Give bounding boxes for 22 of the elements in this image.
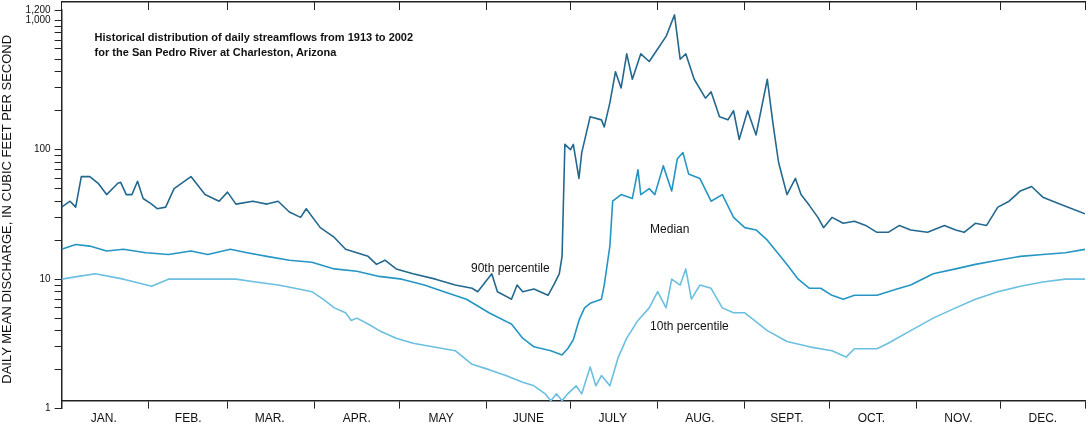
x-tick-label: FEB.	[174, 411, 202, 426]
x-tick-label: DEC.	[1028, 411, 1058, 426]
x-tick-label: JUNE	[512, 411, 544, 426]
x-tick-label: MAY	[428, 411, 454, 426]
x-tick-label: OCT.	[857, 411, 885, 426]
y-axis-title: DAILY MEAN DISCHARGE, IN CUBIC FEET PER SECOND	[0, 34, 15, 384]
text: Historical distribution of daily streamflows from 1913 to 2002 for the San Pedro River at Charleston, Arizona	[94, 30, 414, 58]
x-tick-label: NOV.	[944, 411, 973, 426]
x-tick-label: MAR.	[254, 411, 285, 426]
x-tick-label: JULY	[598, 411, 627, 426]
y-tick-label: 1,000	[25, 14, 52, 25]
y-tick-label: 100	[33, 143, 52, 155]
x-tick-label: JAN.	[90, 411, 117, 426]
x-tick-label: APR.	[342, 411, 371, 426]
y-tick-label: 1,200	[25, 3, 52, 15]
x-tick-label: AUG.	[685, 411, 715, 426]
text: Median	[650, 221, 690, 236]
series-label: 10th percentile	[650, 319, 730, 334]
y-tick-label: 10	[39, 272, 52, 284]
x-tick-label: SEPT.	[770, 411, 804, 426]
y-tick-label: 1	[45, 402, 52, 414]
series-label: 90th percentile	[470, 261, 551, 276]
